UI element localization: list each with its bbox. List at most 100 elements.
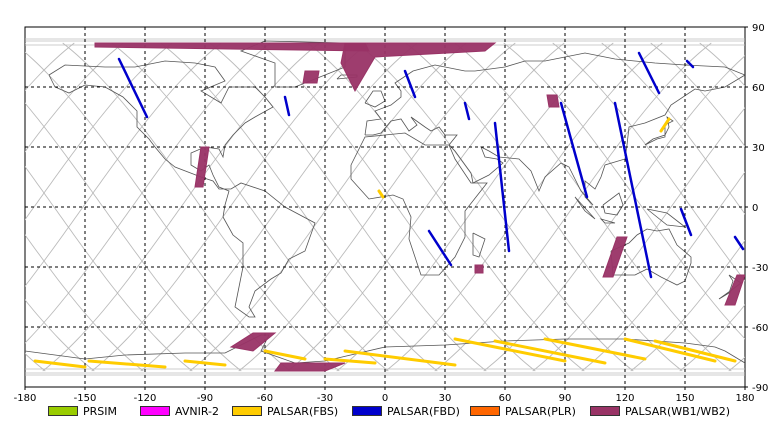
orbit-track bbox=[25, 299, 95, 372]
orbit-track bbox=[454, 42, 732, 372]
swath bbox=[679, 207, 693, 237]
swath bbox=[543, 337, 647, 361]
x-tick-label: 90 bbox=[559, 393, 572, 404]
swath bbox=[685, 59, 695, 69]
legend-item: PALSAR(FBS) bbox=[232, 404, 338, 418]
y-tick-label: -30 bbox=[752, 263, 768, 274]
observation-swaths bbox=[33, 42, 745, 372]
coastline bbox=[364, 90, 386, 108]
swath bbox=[323, 357, 377, 365]
swath bbox=[229, 332, 277, 352]
coastline bbox=[602, 192, 624, 216]
swath bbox=[493, 121, 511, 253]
swath bbox=[613, 101, 653, 279]
legend-item: PALSAR(FBD) bbox=[352, 404, 460, 418]
swath bbox=[623, 337, 717, 363]
orbit-track bbox=[25, 165, 193, 372]
swath bbox=[733, 235, 745, 251]
x-tick-label: 120 bbox=[615, 393, 634, 404]
x-tick-label: -120 bbox=[134, 393, 157, 404]
orbit-track bbox=[581, 171, 745, 372]
swath bbox=[453, 337, 567, 363]
swath bbox=[302, 70, 320, 84]
legend-swatch bbox=[232, 406, 262, 416]
y-tick-label: 60 bbox=[752, 83, 765, 94]
swath bbox=[659, 117, 671, 133]
x-tick-label: -90 bbox=[197, 393, 213, 404]
orbit-track bbox=[25, 42, 222, 287]
legend-swatch bbox=[590, 406, 620, 416]
coastline bbox=[599, 218, 616, 224]
swath bbox=[653, 339, 737, 363]
coastline bbox=[25, 334, 745, 364]
swath bbox=[283, 95, 291, 117]
y-tick-label: -60 bbox=[752, 323, 768, 334]
swath bbox=[33, 359, 87, 369]
legend-swatch bbox=[48, 406, 78, 416]
y-tick-label: 30 bbox=[752, 143, 765, 154]
orbit-track bbox=[650, 42, 745, 148]
orbit-track bbox=[25, 42, 26, 44]
legend-item: PRSIM bbox=[48, 404, 117, 418]
legend-label: PALSAR(FBD) bbox=[387, 404, 460, 418]
swath bbox=[724, 274, 745, 306]
coastline bbox=[472, 232, 486, 258]
orbit-track bbox=[160, 42, 438, 372]
swath bbox=[637, 51, 661, 95]
axis-ticks: -180 -150 -120 -90 -60 -30 0 30 60 90 120 150 180 90 6… bbox=[14, 23, 769, 404]
swath bbox=[263, 349, 307, 361]
swath bbox=[87, 359, 167, 369]
legend-label: PALSAR(WB1/WB2) bbox=[625, 404, 731, 418]
legend-label: PALSAR(FBS) bbox=[267, 404, 339, 418]
swath bbox=[377, 189, 385, 199]
orbit-track bbox=[287, 42, 565, 372]
swath bbox=[474, 264, 484, 274]
swath bbox=[463, 101, 471, 121]
legend-label: PRSIM bbox=[83, 404, 117, 418]
orbit-track bbox=[25, 234, 144, 372]
coastline bbox=[239, 40, 346, 88]
x-tick-label: 0 bbox=[382, 393, 388, 404]
legend-item: PALSAR(PLR) bbox=[470, 404, 576, 418]
x-tick-label: 150 bbox=[675, 393, 694, 404]
orbit-track bbox=[238, 42, 516, 372]
coastlines bbox=[25, 40, 745, 364]
legend-item: AVNIR-2 bbox=[140, 404, 219, 418]
swath bbox=[117, 57, 149, 119]
legend-swatch bbox=[352, 406, 382, 416]
y-tick-label: 0 bbox=[752, 203, 758, 214]
x-tick-label: 180 bbox=[735, 393, 754, 404]
orbit-track bbox=[25, 42, 124, 153]
swath bbox=[343, 349, 457, 367]
swath bbox=[493, 339, 607, 365]
legend-swatch bbox=[470, 406, 500, 416]
swath bbox=[602, 236, 628, 278]
graticule bbox=[25, 27, 745, 387]
legend: PRSIM AVNIR-2 PALSAR(FBS) PALSAR(FBD) PALSAR… bbox=[0, 401, 770, 423]
orbit-track bbox=[532, 107, 745, 372]
legend-item: PALSAR(WB1/WB2) bbox=[590, 404, 730, 418]
swath bbox=[183, 359, 227, 367]
swath bbox=[194, 146, 210, 188]
legend-swatch bbox=[140, 406, 170, 416]
x-tick-label: -180 bbox=[14, 393, 37, 404]
swath bbox=[546, 94, 560, 108]
coastline bbox=[350, 132, 488, 276]
x-tick-label: -30 bbox=[317, 393, 333, 404]
orbit-track bbox=[630, 239, 745, 372]
swath bbox=[403, 69, 417, 99]
swath bbox=[559, 101, 589, 199]
x-tick-label: -150 bbox=[74, 393, 97, 404]
x-tick-label: 60 bbox=[499, 393, 512, 404]
y-tick-label: -90 bbox=[752, 383, 768, 394]
orbit-track bbox=[679, 304, 745, 372]
orbit-track bbox=[25, 42, 271, 344]
legend-label: AVNIR-2 bbox=[175, 404, 219, 418]
swath bbox=[274, 362, 346, 372]
orbit-track bbox=[503, 42, 745, 340]
x-tick-label: 30 bbox=[439, 393, 452, 404]
swath bbox=[427, 229, 453, 267]
legend-label: PALSAR(PLR) bbox=[505, 404, 576, 418]
x-tick-label: -60 bbox=[257, 393, 273, 404]
